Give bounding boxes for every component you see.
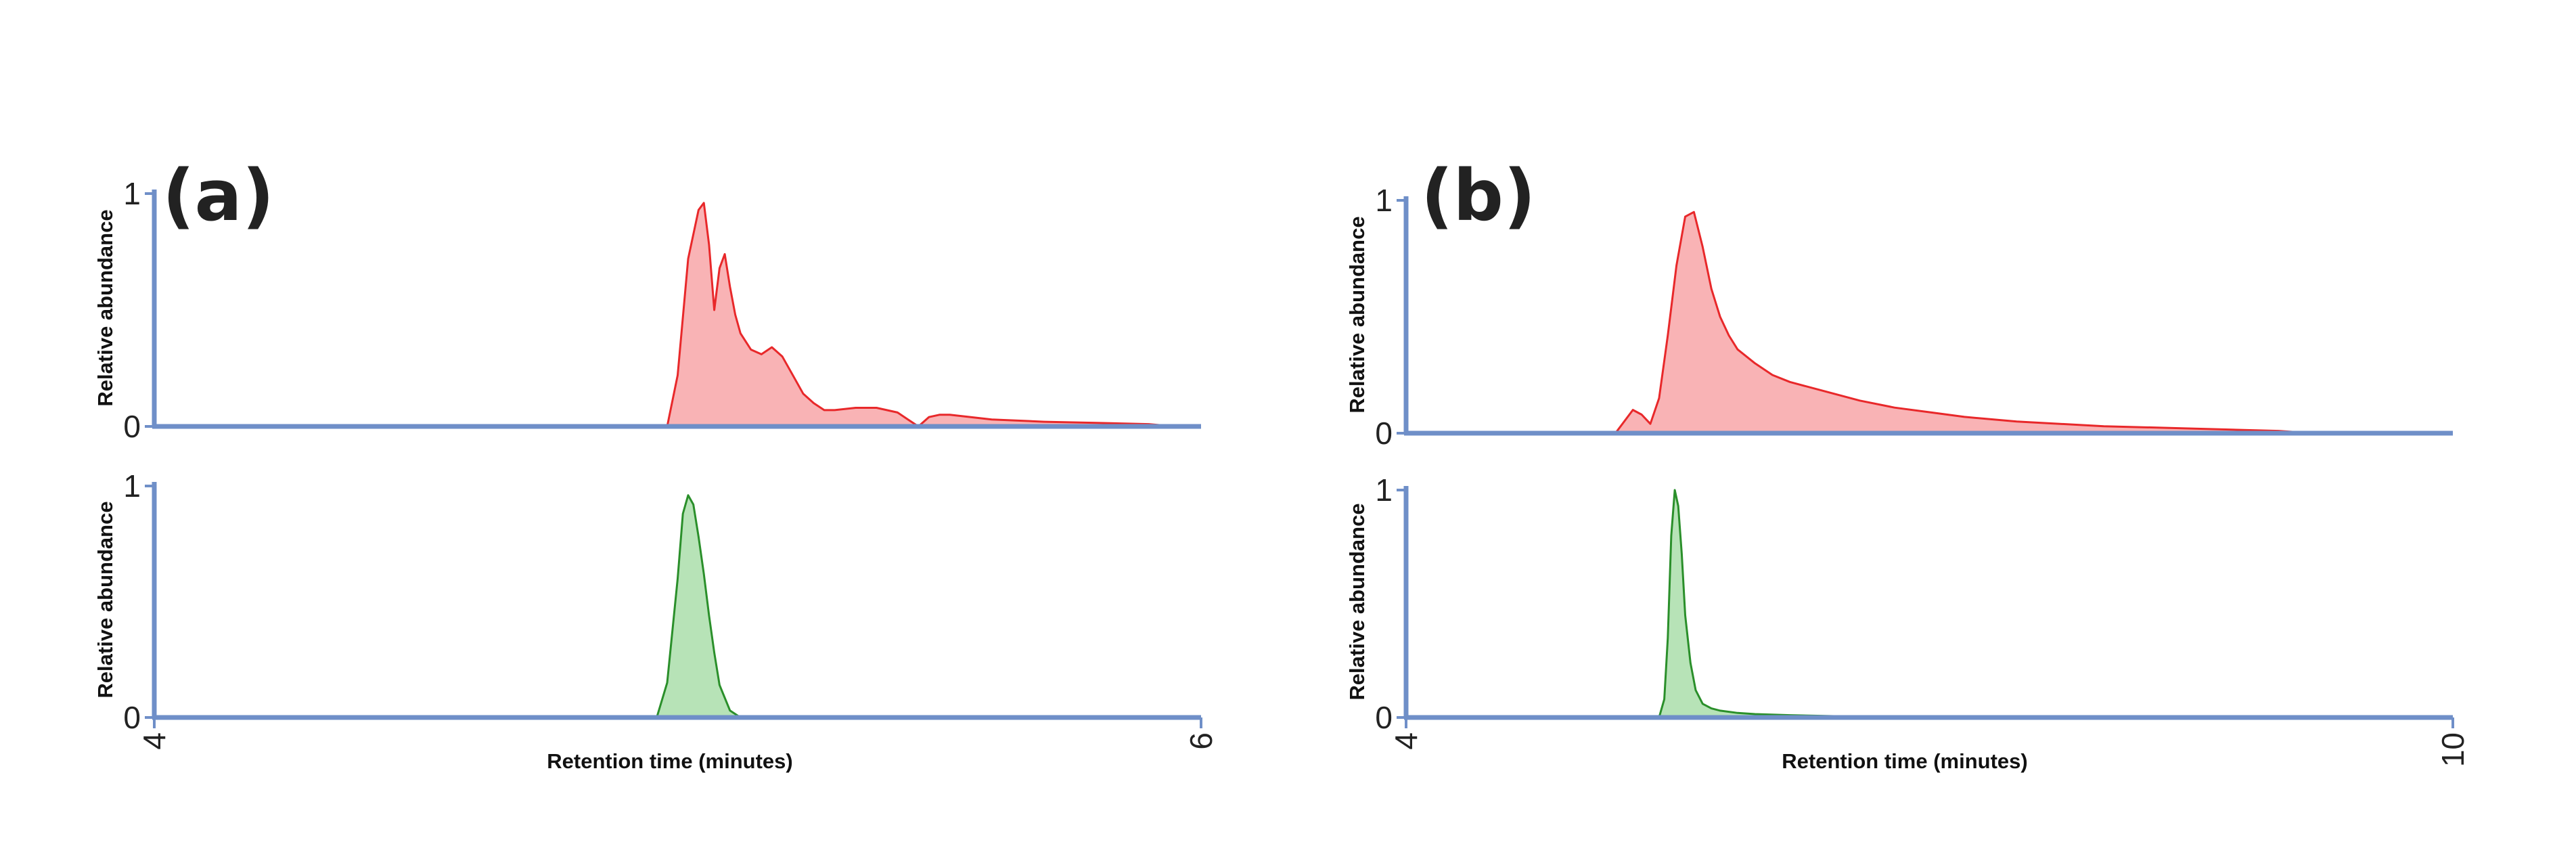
- x-tick-label: 4: [1388, 732, 1424, 750]
- series-line: [1406, 211, 2453, 435]
- y-tick-label: 0: [123, 409, 141, 444]
- y-tick-label: 0: [1375, 416, 1393, 451]
- y-tick-label: 1: [1375, 472, 1393, 508]
- y-axis-label: Relative abundance: [93, 209, 117, 406]
- series-line: [154, 202, 1201, 428]
- x-tick-label: 4: [137, 732, 172, 750]
- panel-label: (a): [162, 154, 274, 237]
- y-axis-label: Relative abundance: [1345, 503, 1369, 700]
- x-tick-label: 10: [2435, 732, 2470, 767]
- x-axis-label: Retention time (minutes): [547, 749, 792, 773]
- y-tick-label: 1: [1375, 183, 1393, 218]
- y-axis-label: Relative abundance: [1345, 216, 1369, 413]
- y-tick-label: 0: [1375, 700, 1393, 735]
- series-area: [1406, 212, 2453, 433]
- series-area: [154, 202, 1201, 426]
- y-axis-label: Relative abundance: [93, 501, 117, 698]
- x-axis-label: Retention time (minutes): [1782, 749, 2027, 773]
- x-tick-label: 6: [1183, 732, 1219, 750]
- series-line: [154, 494, 1201, 719]
- y-tick-label: 1: [123, 176, 141, 211]
- panel-label: (b): [1421, 154, 1536, 237]
- y-tick-label: 0: [123, 700, 141, 735]
- series-area: [154, 495, 1201, 717]
- series-area: [1406, 490, 2453, 717]
- y-tick-label: 1: [123, 468, 141, 504]
- series-line: [1406, 489, 2453, 719]
